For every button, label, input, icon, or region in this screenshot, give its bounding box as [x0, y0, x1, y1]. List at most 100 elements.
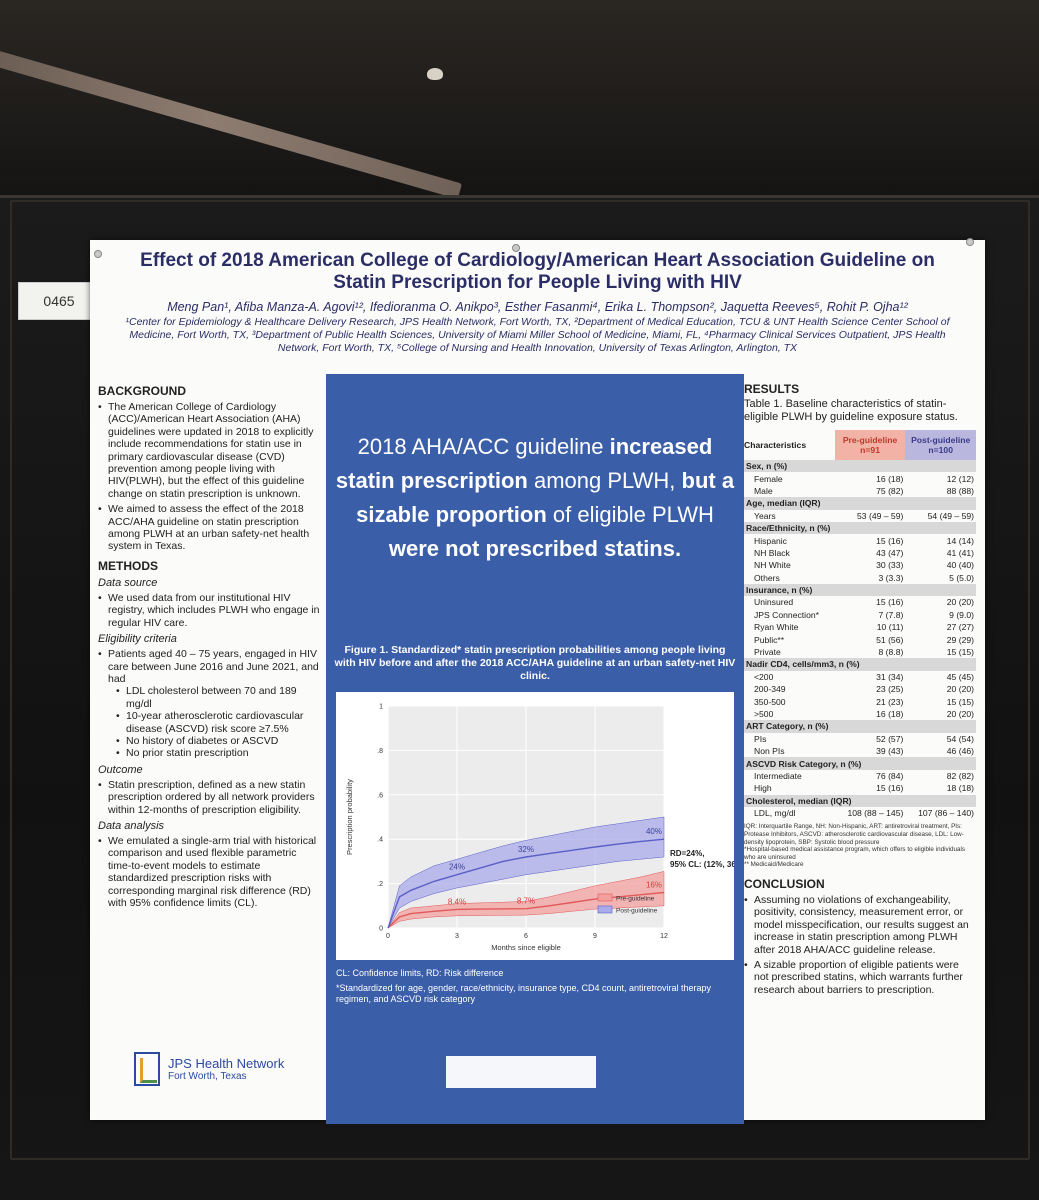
table-category-row: Cholesterol, median (IQR) [744, 794, 976, 807]
series-line-post [387, 838, 665, 929]
post-value: 12 (12) [946, 473, 974, 484]
post-value: 27 (27) [946, 622, 974, 633]
analysis-list: We emulated a single-arm trial with hist… [98, 835, 320, 909]
pre-value: 108 (88 – 145) [847, 808, 904, 819]
col-pre-guideline: Pre-guideline n=91 [834, 430, 906, 460]
rd-annotation-line1: RD=24%, [670, 849, 704, 858]
pre-value: 10 (11) [876, 622, 904, 633]
pin-icon [94, 250, 102, 258]
table-row: JPS Connection* 7 (7.8) 9 (9.0) [744, 609, 976, 621]
row-label: 200-349 [754, 684, 786, 695]
legend-label-post: Post-guideline [616, 908, 658, 915]
category-label: Cholesterol, median (IQR) [744, 794, 976, 807]
chart-legend: Pre-guideline Post-guideline [597, 893, 658, 915]
table-row: Intermediate 76 (84) 82 (82) [744, 770, 976, 782]
post-value: 46 (46) [946, 746, 974, 757]
left-column: BACKGROUND The American College of Cardi… [94, 374, 324, 1114]
row-label: NH White [754, 560, 791, 571]
x-tick-label: 12 [660, 933, 668, 940]
data-label: 16% [646, 880, 662, 889]
y-tick-label: .4 [377, 837, 383, 844]
table-row: Ryan White 10 (11) 27 (27) [744, 621, 976, 633]
row-label: JPS Connection* [754, 609, 819, 620]
headline-part: were not prescribed statins. [388, 536, 682, 561]
subsection-outcome: Outcome [98, 763, 143, 776]
row-label: Ryan White [754, 622, 799, 633]
rd-annotation-line2: 95% CL: (12%, 36%) [670, 860, 734, 869]
board-frame [10, 200, 1030, 1160]
table-body: Sex, n (%) Female 16 (18) 12 (12) Male 75 (82… [744, 460, 976, 819]
legend-label-pre: Pre-guideline [616, 896, 655, 903]
pre-value: 15 (16) [876, 535, 904, 546]
qr-code-card [446, 1056, 596, 1088]
x-tick-label: 3 [455, 933, 459, 940]
note-standardization: *Standardized for age, gender, race/ethn… [336, 983, 712, 1004]
pin-icon [966, 238, 974, 246]
post-value: 88 (88) [946, 485, 974, 496]
table-note: ** Medicaid/Medicare [744, 861, 804, 869]
jps-logo: JPS Health Network Fort Worth, Texas [134, 1052, 284, 1086]
list-item: No prior statin prescription [116, 747, 320, 760]
post-value: 14 (14) [946, 535, 974, 546]
y-tick-label: 0 [379, 926, 383, 933]
outcome-list: Statin prescription, defined as a new st… [98, 779, 320, 816]
category-label: Race/Ethnicity, n (%) [744, 521, 976, 535]
jps-logo-icon [134, 1052, 160, 1086]
table-row: Others 3 (3.3) 5 (5.0) [744, 572, 976, 584]
subsection-analysis: Data analysis [98, 819, 165, 832]
table-row: >500 16 (18) 20 (20) [744, 708, 976, 720]
confidence-bands [387, 816, 665, 929]
headline-part: 2018 AHA/ACC guideline [357, 434, 610, 459]
category-label: Nadir CD4, cells/mm3, n (%) [744, 658, 976, 671]
pre-value: 23 (25) [876, 684, 904, 695]
table-row: Private 8 (8.8) 15 (15) [744, 646, 976, 658]
sprinkler-icon [427, 68, 443, 80]
table-category-row: Race/Ethnicity, n (%) [744, 521, 976, 535]
table-note: *Hospital-based medical assistance progr… [744, 846, 966, 861]
col-pre-label: Pre-guideline [842, 435, 898, 445]
post-value: 54 (49 – 59) [927, 510, 974, 521]
ceiling-beam [0, 40, 463, 200]
section-title-conclusion: CONCLUSION [744, 876, 825, 891]
pre-value: 53 (49 – 59) [857, 510, 904, 521]
data-label: 40% [646, 827, 662, 836]
row-label: <200 [754, 671, 774, 682]
row-label: Private [754, 647, 781, 658]
right-column: RESULTS Table 1. Baseline characteristic… [738, 374, 982, 1114]
legend-swatch-post [597, 905, 613, 914]
x-tick-label: 0 [386, 933, 390, 940]
list-item: The American College of Cardiology (ACC)… [98, 401, 320, 500]
post-value: 107 (86 – 140) [918, 808, 974, 819]
middle-column: 2018 AHA/ACC guideline increased statin … [326, 374, 746, 1124]
x-tick-label: 6 [524, 933, 528, 940]
list-item: We emulated a single-arm trial with hist… [98, 835, 320, 909]
category-label: Sex, n (%) [744, 460, 976, 473]
list-item: Assuming no violations of exchangeabilit… [744, 894, 976, 956]
table-row: Years 53 (49 – 59) 54 (49 – 59) [744, 510, 976, 522]
legend-swatch-pre [597, 893, 613, 902]
affiliations: ¹Center for Epidemiology & Healthcare De… [125, 316, 950, 354]
tick-labels: 0 3 6 9 12 0 .2 .4 .6 .8 1 [377, 704, 668, 941]
headline-part: but a sizable proportion [356, 468, 735, 527]
note-abbreviations: CL: Confidence limits, RD: Risk differen… [336, 968, 504, 978]
list-item: 10-year atherosclerotic cardiovascular d… [116, 710, 320, 735]
category-label: Insurance, n (%) [744, 583, 976, 597]
pre-value: 43 (47) [876, 547, 904, 558]
row-label: Female [754, 473, 783, 484]
table-category-row: ART Category, n (%) [744, 720, 976, 733]
category-label: ASCVD Risk Category, n (%) [744, 757, 976, 770]
conclusion-list: Assuming no violations of exchangeabilit… [744, 894, 976, 996]
table-category-row: Age, median (IQR) [744, 497, 976, 510]
data-label: 8.7% [517, 897, 535, 906]
table-row: NH Black 43 (47) 41 (41) [744, 547, 976, 559]
poster: Effect of 2018 American College of Cardi… [90, 238, 985, 1124]
key-finding-headline: 2018 AHA/ACC guideline increased statin … [334, 430, 736, 566]
post-value: 9 (9.0) [949, 609, 974, 620]
table-row: Hispanic 15 (16) 14 (14) [744, 534, 976, 546]
poster-header: Effect of 2018 American College of Cardi… [90, 240, 985, 370]
data-label: 8.4% [448, 897, 466, 906]
data-label: 24% [449, 863, 465, 872]
pre-value: 7 (7.8) [878, 609, 904, 620]
post-value: 45 (45) [946, 671, 974, 682]
post-value: 20 (20) [946, 684, 974, 695]
